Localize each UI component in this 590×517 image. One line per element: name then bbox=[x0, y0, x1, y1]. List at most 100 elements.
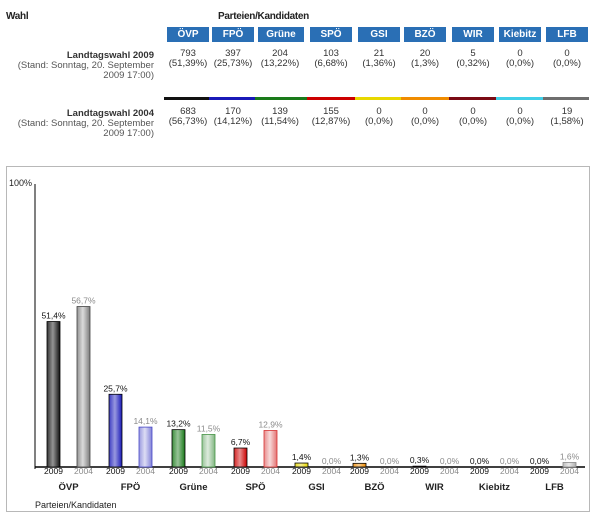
series-year-label: 2004 bbox=[322, 466, 341, 476]
party-header-kiebitz[interactable]: Kiebitz bbox=[499, 27, 541, 42]
vote-percent: (11,54%) bbox=[261, 116, 299, 127]
series-year-label: 2009 bbox=[106, 466, 125, 476]
vote-percent: (56,73%) bbox=[168, 116, 208, 127]
row-title: Landtagswahl 2004 bbox=[66, 108, 154, 119]
wahl-header: Wahl bbox=[6, 11, 29, 22]
vote-count: 139 bbox=[272, 106, 288, 117]
vote-count: 20 bbox=[419, 48, 431, 59]
series-year-label: 2009 bbox=[530, 466, 549, 476]
vote-percent: (13,22%) bbox=[260, 58, 300, 69]
vote-cell: 0 (0,0%) bbox=[403, 107, 447, 127]
vote-cell: 20 (1,3%) bbox=[403, 49, 447, 69]
x-axis-title: Parteien/Kandidaten bbox=[35, 500, 117, 510]
party-color-bar bbox=[209, 97, 255, 100]
vote-count: 793 bbox=[180, 48, 196, 59]
party-header-spö[interactable]: SPÖ bbox=[310, 27, 352, 42]
vote-count: 397 bbox=[225, 48, 241, 59]
data-label: 0,0% bbox=[500, 456, 520, 466]
series-year-label: 2004 bbox=[560, 466, 579, 476]
row-subtitle2: 2009 17:00) bbox=[103, 128, 154, 139]
series-year-label: 2009 bbox=[350, 466, 369, 476]
data-label: 0,0% bbox=[440, 456, 460, 466]
vote-count: 170 bbox=[225, 106, 241, 117]
data-label: 0,0% bbox=[470, 456, 490, 466]
series-year-label: 2009 bbox=[44, 466, 63, 476]
party-color-bar bbox=[401, 97, 449, 100]
vote-count: 0 bbox=[564, 48, 570, 59]
party-color-bar bbox=[355, 97, 401, 100]
y-axis-max-label: 100% bbox=[9, 178, 32, 188]
vote-cell: 397 (25,73%) bbox=[211, 49, 255, 69]
vote-cell: 0 (0,0%) bbox=[451, 107, 495, 127]
data-label: 0,0% bbox=[530, 456, 550, 466]
party-header-fpö[interactable]: FPÖ bbox=[212, 27, 254, 42]
data-label: 1,4% bbox=[292, 452, 312, 462]
data-label: 6,7% bbox=[231, 437, 251, 447]
data-label: 13,2% bbox=[166, 419, 191, 429]
party-color-bar bbox=[543, 97, 589, 100]
bar-bzö-2009 bbox=[352, 462, 367, 468]
data-label: 0,3% bbox=[410, 455, 430, 465]
vote-count: 19 bbox=[561, 106, 573, 117]
vote-percent: (0,0%) bbox=[365, 116, 393, 127]
bar-fpö-2004 bbox=[138, 426, 153, 468]
row-subtitle2: 2009 17:00) bbox=[103, 70, 154, 81]
vote-cell: 5 (0,32%) bbox=[451, 49, 495, 69]
vote-percent: (0,0%) bbox=[506, 116, 534, 127]
bar-fpö-2009 bbox=[108, 393, 123, 468]
series-year-label: 2004 bbox=[74, 466, 93, 476]
vote-count: 21 bbox=[373, 48, 385, 59]
party-header-gsi[interactable]: GSI bbox=[358, 27, 400, 42]
party-header-grüne[interactable]: Grüne bbox=[258, 27, 304, 42]
vote-cell: 0 (0,0%) bbox=[498, 107, 542, 127]
data-label: 1,3% bbox=[350, 452, 370, 462]
bar-övp-2009 bbox=[46, 321, 61, 468]
row-title: Landtagswahl 2009 bbox=[66, 50, 154, 61]
bar-wir-2009 bbox=[412, 465, 427, 468]
vote-percent: (1,3%) bbox=[411, 58, 439, 69]
party-header-övp[interactable]: ÖVP bbox=[167, 27, 209, 42]
bar-övp-2004 bbox=[76, 306, 91, 468]
vote-percent: (0,0%) bbox=[459, 116, 487, 127]
data-label: 11,5% bbox=[197, 423, 221, 433]
party-color-bar bbox=[496, 97, 543, 100]
vote-cell: 0 (0,0%) bbox=[498, 49, 542, 69]
party-header-wir[interactable]: WIR bbox=[452, 27, 494, 42]
vote-cell: 103 (6,68%) bbox=[309, 49, 353, 69]
vote-cell: 19 (1,58%) bbox=[545, 107, 589, 127]
category-label: Kiebitz bbox=[479, 482, 510, 493]
party-header-lfb[interactable]: LFB bbox=[546, 27, 588, 42]
series-year-label: 2009 bbox=[292, 466, 311, 476]
vote-cell: 683 (56,73%) bbox=[166, 107, 210, 127]
bar-grüne-2009 bbox=[171, 429, 186, 468]
bar-spö-2004 bbox=[263, 430, 278, 468]
category-label: FPÖ bbox=[121, 482, 141, 493]
vote-percent: (0,32%) bbox=[456, 58, 490, 69]
vote-count: 0 bbox=[376, 106, 382, 117]
vote-percent: (6,68%) bbox=[314, 58, 348, 69]
series-year-label: 2009 bbox=[231, 466, 250, 476]
chart-panel: 100% 51,4% 2009 56,7% 2004 ÖVP 25,7% 2009 14,1% 2… bbox=[6, 166, 590, 512]
bar-lfb-2004 bbox=[562, 462, 577, 468]
vote-cell: 139 (11,54%) bbox=[258, 107, 302, 127]
vote-cell: 21 (1,36%) bbox=[357, 49, 401, 69]
vote-cell: 204 (13,22%) bbox=[258, 49, 302, 69]
category-label: WIR bbox=[425, 482, 444, 493]
parteien-header: Parteien/Kandidaten bbox=[218, 11, 309, 22]
bar-spö-2009 bbox=[233, 447, 248, 468]
party-color-bar bbox=[307, 97, 355, 100]
category-label: LFB bbox=[545, 482, 564, 493]
vote-count: 5 bbox=[470, 48, 476, 59]
party-header-bzö[interactable]: BZÖ bbox=[404, 27, 446, 42]
category-label: SPÖ bbox=[245, 482, 265, 493]
category-label: GSI bbox=[308, 482, 324, 493]
data-label: 25,7% bbox=[103, 383, 128, 393]
data-label: 0,0% bbox=[380, 456, 400, 466]
series-year-label: 2004 bbox=[440, 466, 459, 476]
vote-percent: (14,12%) bbox=[213, 116, 253, 127]
category-label: BZÖ bbox=[364, 482, 384, 493]
row-subtitle: (Stand: Sonntag, 20. September bbox=[17, 60, 154, 71]
vote-count: 0 bbox=[470, 106, 476, 117]
series-year-label: 2004 bbox=[380, 466, 399, 476]
data-label: 14,1% bbox=[133, 416, 158, 426]
